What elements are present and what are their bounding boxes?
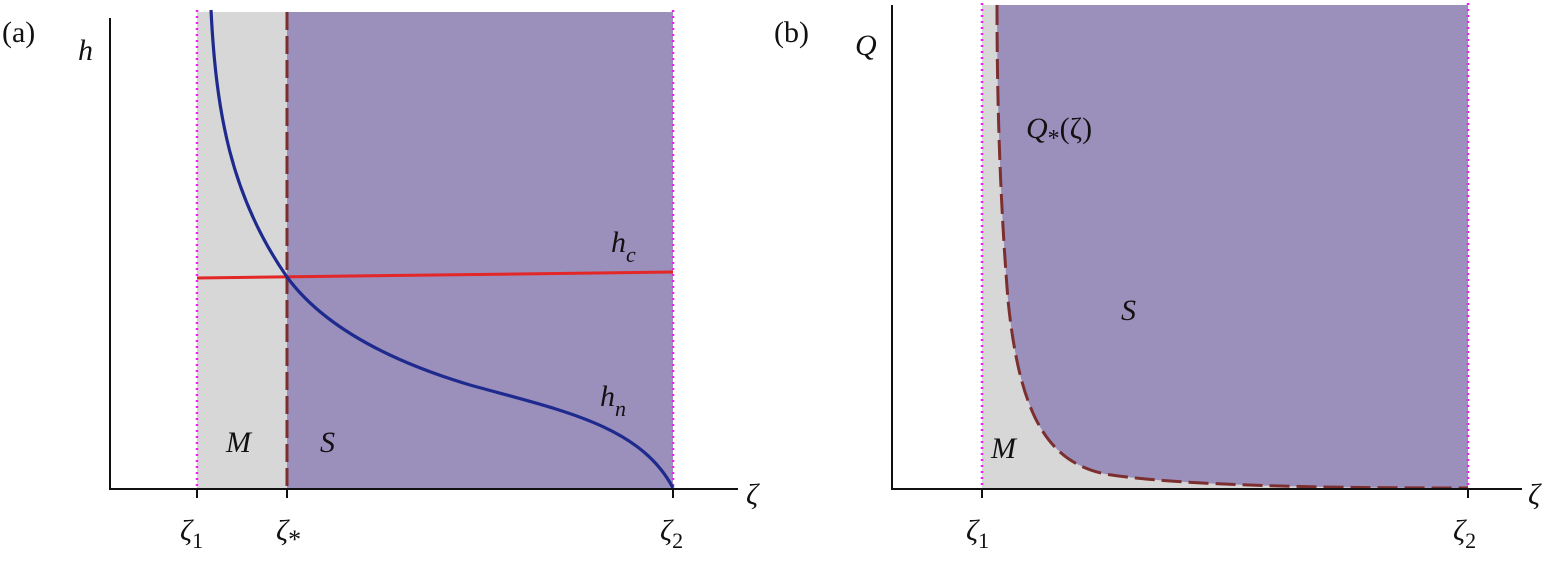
panel-b-label: (b) — [774, 16, 809, 49]
panel-a-h-n-label: hn — [600, 380, 626, 421]
panel-a-x-axis-label: ζ — [746, 478, 760, 511]
panel-b-tick-label-zeta1: ζ1 — [966, 514, 989, 553]
panel-a-h-c-label: hc — [611, 226, 636, 267]
panel-a-y-axis-label: h — [78, 34, 93, 67]
panel-b-region-S — [997, 5, 1468, 488]
panel-a-tick-label-zeta1: ζ1 — [180, 514, 203, 553]
panel-a: (a) h ζ ζ1 ζ* ζ2 M S hc hn — [2, 9, 760, 554]
panel-a-region-M — [197, 12, 287, 488]
panel-a-region-M-label: M — [225, 426, 253, 459]
panel-a-label: (a) — [2, 16, 35, 49]
panel-a-region-S — [287, 12, 673, 488]
panel-b-region-M-label: M — [990, 432, 1018, 465]
panel-a-h-c-line — [196, 270, 674, 280]
panel-b-region-S-label: S — [1121, 294, 1136, 327]
panel-b-Q-star-curve — [995, 4, 1469, 490]
panel-b-tick-label-zeta2: ζ2 — [1453, 514, 1476, 553]
panel-a-tick-label-zeta-star: ζ* — [276, 514, 301, 554]
panel-b-y-axis-label: Q — [855, 29, 877, 62]
panel-a-region-S-label: S — [320, 426, 335, 459]
panel-a-h-n-curve — [209, 9, 675, 489]
panel-b-x-axis-label: ζ — [1528, 478, 1542, 511]
panel-b-Q-star-label: Q*(ζ) — [1026, 112, 1092, 152]
panel-b: (b) Q ζ ζ1 ζ2 M S Q*(ζ) — [774, 3, 1542, 553]
panel-a-tick-label-zeta2: ζ2 — [660, 514, 683, 553]
